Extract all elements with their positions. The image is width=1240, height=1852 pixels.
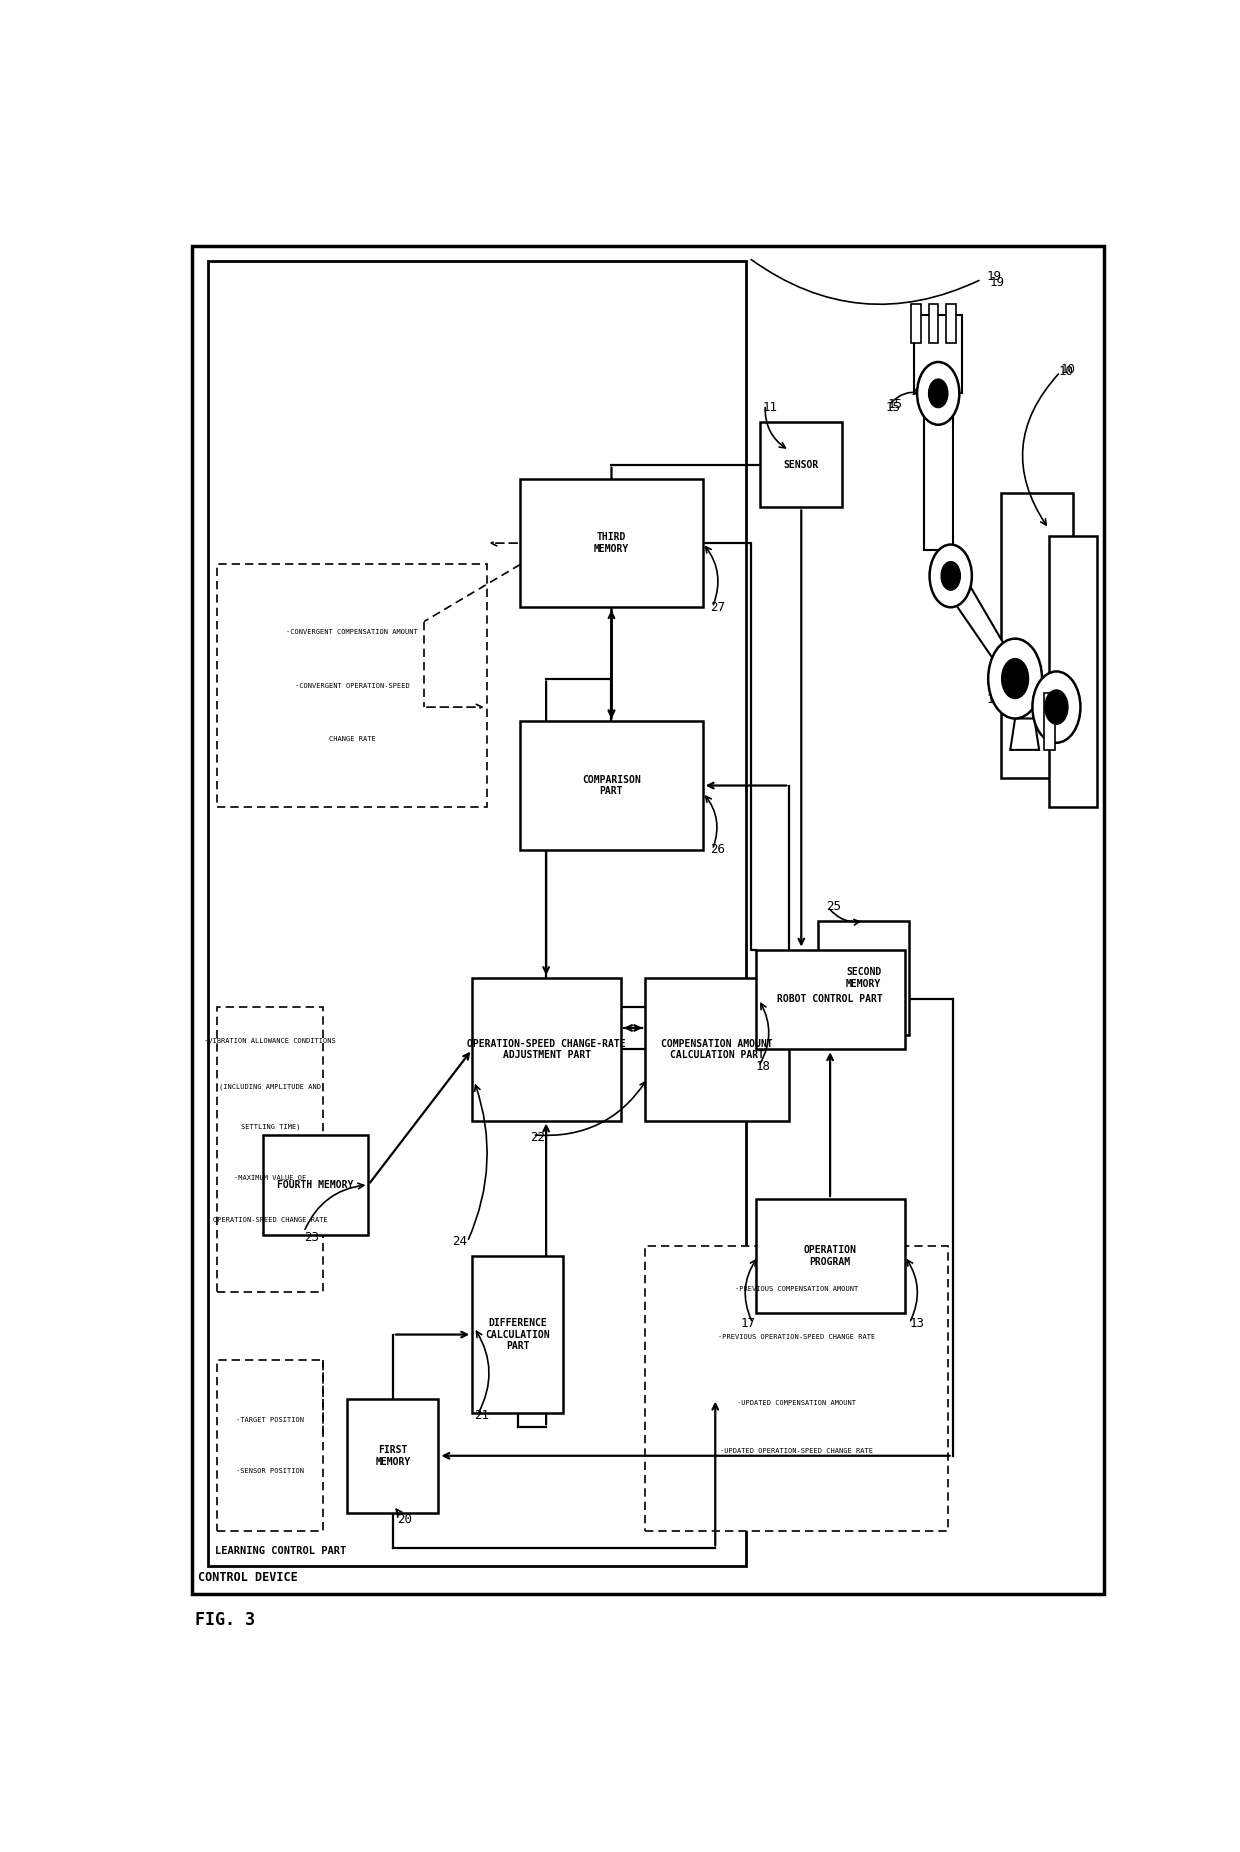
Circle shape bbox=[918, 361, 960, 424]
FancyBboxPatch shape bbox=[472, 1256, 563, 1413]
Text: 10: 10 bbox=[1058, 365, 1074, 378]
Text: ·MAXIMUM VALUE OF: ·MAXIMUM VALUE OF bbox=[234, 1174, 306, 1182]
Text: 26: 26 bbox=[711, 843, 725, 856]
Text: ·PREVIOUS OPERATION-SPEED CHANGE RATE: ·PREVIOUS OPERATION-SPEED CHANGE RATE bbox=[718, 1335, 875, 1341]
FancyBboxPatch shape bbox=[208, 261, 746, 1565]
Text: OPERATION-SPEED CHANGE-RATE
ADJUSTMENT PART: OPERATION-SPEED CHANGE-RATE ADJUSTMENT P… bbox=[467, 1039, 626, 1059]
Text: 18: 18 bbox=[755, 1059, 770, 1072]
Circle shape bbox=[929, 380, 947, 407]
Text: ·SENSOR POSITION: ·SENSOR POSITION bbox=[237, 1469, 304, 1474]
Text: OPERATION
PROGRAM: OPERATION PROGRAM bbox=[804, 1245, 857, 1267]
Text: 19: 19 bbox=[986, 270, 1001, 283]
FancyBboxPatch shape bbox=[191, 246, 1105, 1595]
Text: 11: 11 bbox=[763, 402, 777, 415]
Text: 19: 19 bbox=[990, 276, 1004, 289]
Text: 23: 23 bbox=[304, 1232, 319, 1245]
Text: 21: 21 bbox=[474, 1409, 489, 1422]
Text: CONTROL DEVICE: CONTROL DEVICE bbox=[198, 1570, 298, 1583]
Text: 22: 22 bbox=[529, 1132, 544, 1145]
Text: COMPENSATION AMOUNT
CALCULATION PART: COMPENSATION AMOUNT CALCULATION PART bbox=[661, 1039, 773, 1059]
Text: THIRD
MEMORY: THIRD MEMORY bbox=[594, 532, 629, 554]
Circle shape bbox=[941, 561, 960, 591]
Text: SETTLING TIME): SETTLING TIME) bbox=[241, 1122, 300, 1130]
Text: CHANGE RATE: CHANGE RATE bbox=[329, 735, 376, 743]
Circle shape bbox=[1002, 659, 1028, 698]
FancyBboxPatch shape bbox=[1001, 493, 1073, 778]
FancyBboxPatch shape bbox=[1044, 693, 1055, 750]
Text: 24: 24 bbox=[453, 1235, 467, 1248]
FancyBboxPatch shape bbox=[217, 565, 486, 807]
FancyBboxPatch shape bbox=[924, 393, 952, 550]
Text: ·PREVIOUS COMPENSATION AMOUNT: ·PREVIOUS COMPENSATION AMOUNT bbox=[735, 1285, 858, 1293]
FancyBboxPatch shape bbox=[521, 480, 703, 607]
Text: FIG. 3: FIG. 3 bbox=[196, 1611, 255, 1628]
Circle shape bbox=[930, 544, 972, 607]
Text: 25: 25 bbox=[826, 900, 841, 913]
FancyBboxPatch shape bbox=[914, 315, 962, 393]
FancyBboxPatch shape bbox=[1049, 535, 1097, 807]
Text: FOURTH MEMORY: FOURTH MEMORY bbox=[278, 1180, 353, 1189]
FancyBboxPatch shape bbox=[472, 978, 621, 1120]
Text: 17: 17 bbox=[740, 1317, 755, 1330]
FancyBboxPatch shape bbox=[217, 1359, 324, 1532]
FancyBboxPatch shape bbox=[911, 304, 921, 343]
Text: ·VIBRATION ALLOWANCE CONDITIONS: ·VIBRATION ALLOWANCE CONDITIONS bbox=[205, 1037, 336, 1045]
FancyBboxPatch shape bbox=[755, 1198, 905, 1313]
Polygon shape bbox=[947, 565, 1007, 665]
FancyBboxPatch shape bbox=[521, 720, 703, 850]
Circle shape bbox=[1033, 672, 1080, 743]
FancyBboxPatch shape bbox=[645, 1246, 947, 1532]
Text: ·CONVERGENT COMPENSATION AMOUNT: ·CONVERGENT COMPENSATION AMOUNT bbox=[286, 630, 418, 635]
Text: 12: 12 bbox=[988, 693, 1003, 706]
FancyBboxPatch shape bbox=[946, 304, 956, 343]
Text: ·UPDATED COMPENSATION AMOUNT: ·UPDATED COMPENSATION AMOUNT bbox=[737, 1400, 856, 1406]
Text: ·TARGET POSITION: ·TARGET POSITION bbox=[237, 1417, 304, 1422]
Text: 13: 13 bbox=[909, 1317, 924, 1330]
Text: ·CONVERGENT OPERATION-SPEED: ·CONVERGENT OPERATION-SPEED bbox=[295, 683, 409, 689]
FancyBboxPatch shape bbox=[760, 422, 842, 507]
Text: ·UPDATED OPERATION-SPEED CHANGE RATE: ·UPDATED OPERATION-SPEED CHANGE RATE bbox=[720, 1448, 873, 1454]
FancyBboxPatch shape bbox=[755, 950, 905, 1050]
Text: 15: 15 bbox=[888, 398, 903, 411]
Text: 12: 12 bbox=[986, 693, 1001, 706]
Text: DIFFERENCE
CALCULATION
PART: DIFFERENCE CALCULATION PART bbox=[486, 1319, 551, 1352]
Text: SENSOR: SENSOR bbox=[784, 459, 818, 470]
Text: OPERATION-SPEED CHANGE RATE: OPERATION-SPEED CHANGE RATE bbox=[213, 1217, 327, 1224]
Circle shape bbox=[1045, 691, 1068, 724]
Text: 10: 10 bbox=[1060, 363, 1075, 376]
FancyBboxPatch shape bbox=[645, 978, 789, 1120]
Text: FIRST
MEMORY: FIRST MEMORY bbox=[376, 1445, 410, 1467]
Text: 20: 20 bbox=[397, 1513, 412, 1526]
FancyBboxPatch shape bbox=[347, 1398, 439, 1513]
FancyBboxPatch shape bbox=[263, 1135, 368, 1235]
Circle shape bbox=[988, 639, 1042, 719]
Text: (INCLUDING AMPLITUDE AND: (INCLUDING AMPLITUDE AND bbox=[219, 1083, 321, 1089]
FancyBboxPatch shape bbox=[929, 304, 939, 343]
Text: SECOND
MEMORY: SECOND MEMORY bbox=[846, 967, 882, 989]
Text: 15: 15 bbox=[885, 402, 900, 415]
FancyBboxPatch shape bbox=[217, 1007, 324, 1293]
Text: COMPARISON
PART: COMPARISON PART bbox=[582, 774, 641, 796]
Text: ROBOT CONTROL PART: ROBOT CONTROL PART bbox=[777, 995, 883, 1004]
Polygon shape bbox=[1011, 719, 1039, 750]
Text: LEARNING CONTROL PART: LEARNING CONTROL PART bbox=[215, 1546, 346, 1556]
Text: 27: 27 bbox=[711, 600, 725, 613]
FancyBboxPatch shape bbox=[818, 920, 909, 1035]
